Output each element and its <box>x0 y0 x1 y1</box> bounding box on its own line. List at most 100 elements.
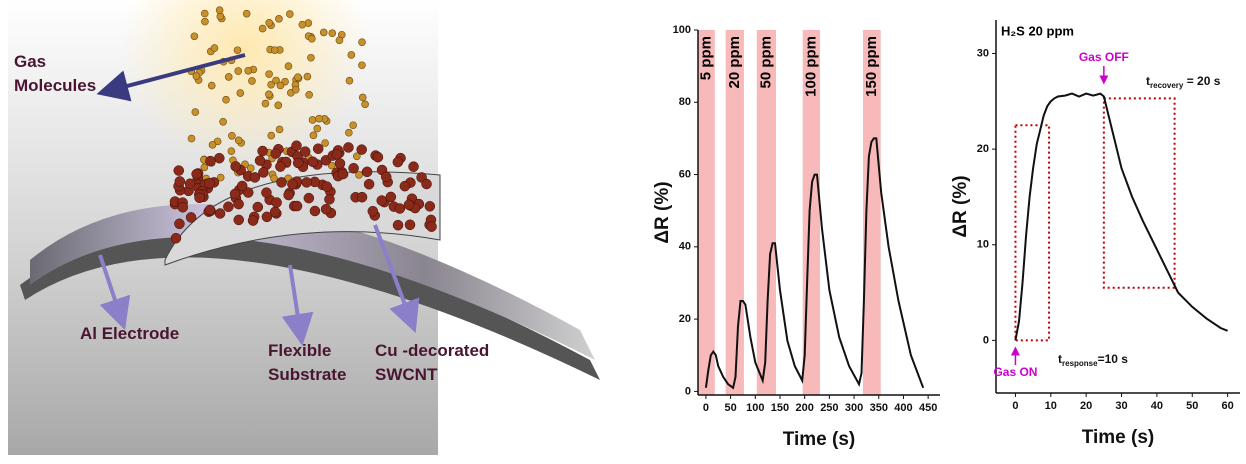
molecule <box>305 91 313 99</box>
molecule <box>347 51 356 59</box>
cu-particle <box>270 148 281 159</box>
cu-particle <box>292 157 304 169</box>
cu-particle <box>376 195 387 206</box>
molecule <box>234 136 243 145</box>
cu-particle <box>252 201 264 213</box>
cu-particle <box>348 162 359 174</box>
cu-particle <box>421 178 432 190</box>
swcnt-film <box>164 171 441 266</box>
arrow <box>96 53 246 102</box>
cu-particle <box>424 201 436 212</box>
band <box>698 30 715 395</box>
label-line: Molecules <box>14 76 96 95</box>
molecule <box>275 125 284 134</box>
y-tick-label: 60 <box>679 168 691 180</box>
x-tick-label: 20 <box>1080 400 1092 412</box>
x-tick-label: 0 <box>703 402 709 414</box>
cu-particle <box>223 201 234 213</box>
molecule <box>270 174 278 183</box>
molecule <box>228 131 236 140</box>
molecule <box>315 114 323 123</box>
illustration-label: Flexible Substrate <box>268 341 346 384</box>
cu-particle <box>258 167 269 178</box>
cu-particle <box>204 204 216 216</box>
molecule <box>276 81 285 90</box>
x-tick-label: 350 <box>870 402 888 414</box>
annotation-tail: =10 s <box>1098 352 1129 366</box>
molecule <box>210 44 219 52</box>
cu-particle <box>291 200 303 212</box>
illustration-label: Gas Molecules <box>14 52 96 95</box>
cu-particle <box>287 178 298 190</box>
y-tick-label: 0 <box>983 334 989 346</box>
molecule <box>258 24 267 33</box>
cu-particle <box>399 180 411 192</box>
molecule <box>261 99 270 108</box>
molecule <box>275 15 283 23</box>
cu-particle <box>324 194 335 205</box>
cu-particle <box>261 187 272 198</box>
molecule <box>298 20 307 29</box>
cu-particle <box>331 148 343 160</box>
cu-particle <box>291 140 302 151</box>
molecule <box>355 171 363 179</box>
cu-particle <box>194 192 205 204</box>
line <box>704 137 925 390</box>
band-label: 150 ppm <box>863 36 880 97</box>
arrow <box>98 254 131 331</box>
x-tick-label: 0 <box>1012 400 1018 412</box>
molecule <box>313 124 322 133</box>
band <box>756 30 777 395</box>
y-tick-label: 40 <box>679 241 691 253</box>
x-tick-label: 30 <box>1115 400 1127 412</box>
molecule <box>345 76 354 85</box>
molecule <box>208 141 217 149</box>
molecule <box>308 34 316 43</box>
cu-particle <box>404 219 416 231</box>
x-tick-label: 40 <box>1151 400 1163 412</box>
x-tick-label: 200 <box>795 402 813 414</box>
line <box>1014 92 1228 341</box>
x-axis-label: Time (s) <box>783 429 856 450</box>
band-label: 5 ppm <box>698 36 715 80</box>
cu-particle <box>174 176 186 187</box>
cu-particle <box>356 144 367 155</box>
cu-particle <box>173 165 185 176</box>
molecule <box>187 134 196 143</box>
y-tick-label: 30 <box>977 47 989 59</box>
molecule <box>247 164 255 172</box>
cu-particle <box>385 191 397 203</box>
molecule <box>270 46 279 54</box>
response-box <box>1102 97 1176 289</box>
cu-particle <box>230 161 241 172</box>
cu-particle <box>233 198 244 210</box>
molecule <box>224 73 233 81</box>
cu-particle <box>361 166 373 178</box>
molecule <box>215 6 224 14</box>
cu-particle <box>236 180 248 192</box>
molecule <box>236 89 245 97</box>
molecule <box>361 100 369 109</box>
cu-particle <box>257 145 268 157</box>
y-tick-label: 80 <box>679 96 691 108</box>
cu-particle <box>275 161 286 172</box>
cu-particle <box>254 155 266 166</box>
cu-particle <box>184 178 196 189</box>
y-tick-label: 20 <box>977 143 989 155</box>
response-box <box>1014 124 1051 342</box>
molecules <box>169 6 437 244</box>
molecule <box>191 108 200 116</box>
cu-particle <box>392 219 404 231</box>
cu-particle <box>426 221 437 232</box>
cu-particle <box>299 146 311 157</box>
molecule <box>192 72 201 80</box>
cu-particle <box>204 178 215 189</box>
cu-particle <box>214 152 225 164</box>
cu-particle <box>312 143 324 154</box>
arrow <box>373 224 420 333</box>
cu-particle <box>170 232 182 244</box>
band-label: 20 ppm <box>726 36 743 89</box>
label-line: SWCNT <box>375 365 438 384</box>
label-line: Gas <box>14 52 46 71</box>
x-tick-label: 100 <box>746 402 764 414</box>
